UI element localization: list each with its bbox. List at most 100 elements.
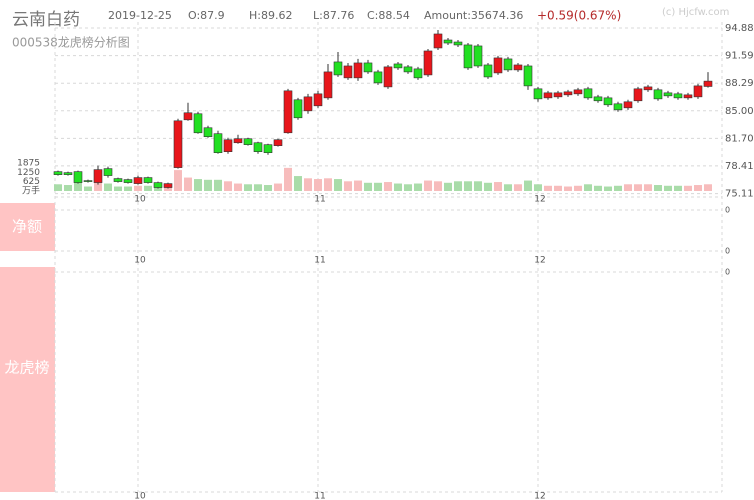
candle-body xyxy=(613,103,623,111)
candle-body xyxy=(163,183,173,188)
volume-bar xyxy=(224,181,232,191)
volume-bar xyxy=(564,186,572,191)
x-tick-label: 12 xyxy=(534,256,545,266)
volume-bar xyxy=(84,186,92,191)
volume-bar xyxy=(124,186,132,191)
chart-title: 000538龙虎榜分析图 xyxy=(12,35,130,50)
candle-body xyxy=(653,89,663,100)
volume-bar xyxy=(354,180,362,191)
candle-body xyxy=(403,66,413,73)
y-tick-label: 85.00 xyxy=(725,106,754,117)
candle-body xyxy=(473,45,483,67)
volume-bar xyxy=(574,185,582,191)
volume-bar xyxy=(314,179,322,191)
open-label: O:87.9 xyxy=(188,9,225,22)
close-label: C:88.54 xyxy=(367,9,410,22)
y-tick-label: 75.11 xyxy=(725,189,754,200)
candle-body xyxy=(133,177,143,184)
candle-body xyxy=(353,62,363,79)
volume-bar xyxy=(204,179,212,191)
x-tick-label: 11 xyxy=(314,195,325,205)
candle-body xyxy=(223,139,233,153)
volume-bar xyxy=(454,181,462,191)
volume-bar xyxy=(164,187,172,191)
volume-bar xyxy=(674,185,682,191)
candle-body xyxy=(383,66,393,88)
candle-body xyxy=(103,168,113,176)
volume-bar xyxy=(364,182,372,191)
candle-body xyxy=(253,142,263,153)
volume-bar xyxy=(554,185,562,191)
x-tick-label: 11 xyxy=(314,492,325,500)
candle-body xyxy=(233,138,243,144)
volume-bar xyxy=(534,184,542,191)
volume-bar xyxy=(504,184,512,191)
candle-body xyxy=(203,127,213,138)
volume-bar xyxy=(324,178,332,191)
candle-body xyxy=(673,93,683,99)
volume-bar xyxy=(604,186,612,191)
candle-body xyxy=(553,92,563,98)
candle-body xyxy=(503,58,513,71)
candle-body xyxy=(183,112,193,121)
candle-body xyxy=(193,113,203,134)
high-label: H:89.62 xyxy=(249,9,292,22)
volume-bar xyxy=(664,185,672,191)
y-tick-label: 94.88 xyxy=(725,23,754,34)
candle-body xyxy=(93,169,103,183)
candle-body xyxy=(303,96,313,112)
candle-body xyxy=(333,61,343,76)
candle-body xyxy=(423,50,433,76)
candle-body xyxy=(703,80,713,87)
candle-body xyxy=(273,139,283,146)
candle-body xyxy=(513,64,523,71)
candle-body xyxy=(633,88,643,102)
candle-body xyxy=(143,177,153,183)
candle-body xyxy=(603,97,613,106)
y-tick-label: 0 xyxy=(725,268,730,277)
candle-body xyxy=(363,62,373,73)
volume-bar xyxy=(74,180,82,191)
candle-body xyxy=(643,86,653,91)
candle-body xyxy=(413,68,423,79)
candle-body xyxy=(153,182,163,188)
candle-body xyxy=(443,39,453,44)
volume-bar xyxy=(484,182,492,191)
volume-bar xyxy=(694,185,702,191)
volume-bar xyxy=(544,185,552,191)
volume-bar xyxy=(434,181,442,191)
candle-body xyxy=(213,133,223,154)
volume-bar xyxy=(94,182,102,191)
y-tick-label: 81.70 xyxy=(725,133,754,144)
candle-body xyxy=(493,57,503,74)
y-tick-label: 88.29 xyxy=(725,78,754,89)
candle-body xyxy=(123,179,133,183)
volume-bar xyxy=(274,183,282,191)
x-tick-label: 11 xyxy=(314,256,325,266)
volume-bar xyxy=(134,185,142,191)
candle-body xyxy=(63,172,73,175)
candle-body xyxy=(293,99,303,119)
volume-bar xyxy=(644,184,652,191)
candle-body xyxy=(583,88,593,99)
volume-bar xyxy=(264,185,272,191)
candle-body xyxy=(263,144,273,154)
volume-bar xyxy=(334,179,342,191)
x-tick-label: 10 xyxy=(134,256,146,266)
volume-bar xyxy=(234,183,242,191)
watermark: (c) Hjcfw.com xyxy=(662,7,729,18)
volume-bar xyxy=(634,184,642,191)
volume-bar xyxy=(464,181,472,191)
volume-bar xyxy=(704,184,712,191)
volume-bar xyxy=(144,185,152,191)
candle-body xyxy=(623,101,633,109)
candle-body xyxy=(463,44,473,69)
volume-bar xyxy=(174,170,182,191)
volume-bar xyxy=(254,184,262,191)
volume-bar xyxy=(104,183,112,191)
volume-bar xyxy=(64,185,72,191)
candle-body xyxy=(73,171,83,183)
volume-bar xyxy=(654,185,662,191)
